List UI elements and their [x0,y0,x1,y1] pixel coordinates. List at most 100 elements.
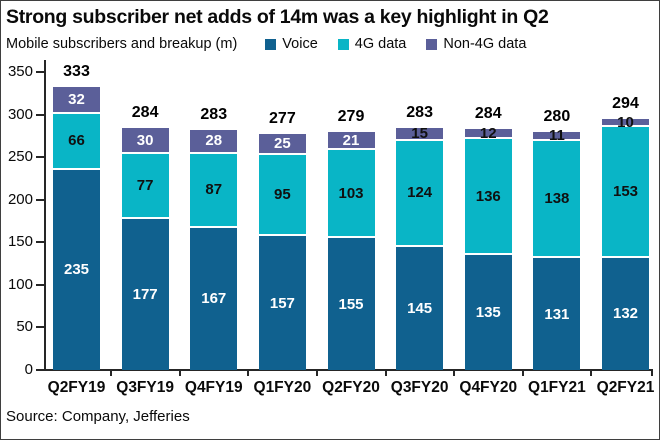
bar-column: 333 32 66 235 Q2FY19 [48,63,106,397]
y-tick-label: 250 [7,148,33,166]
bar-segment-4g-data: 124 [396,140,444,247]
y-tick [36,71,44,73]
bar-total-label: 280 [543,107,571,125]
bar-column: 279 21 103 155 Q2FY20 [322,72,380,396]
bar-total-label: 284 [474,105,502,123]
bar-segment-4g-data: 103 [327,150,375,239]
bar-segment-4g-data: 77 [121,153,169,220]
y-tick-label: 150 [7,233,33,251]
subtitle-legend-row: Mobile subscribers and breakup (m) Voice… [6,36,659,52]
bar-segment-4g-data: 66 [53,113,100,170]
bar-column: 284 30 77 177 Q3FY19 [116,72,174,396]
segment-value-label: 103 [338,184,364,202]
bar-segment-non-4g-data: 12 [464,124,512,142]
segment-value-label: 135 [475,304,501,322]
segment-value-label: 131 [544,305,570,323]
y-tick-label: 50 [16,318,33,336]
chart-subtitle: Mobile subscribers and breakup (m) [6,36,238,52]
bar-total-label: 284 [131,104,159,122]
bar-column: 284 12 136 135 Q4FY20 [459,72,517,396]
segment-value-label: 77 [136,177,154,195]
y-tick [36,113,44,116]
x-tick [247,370,249,376]
segment-value-label: 15 [411,125,428,143]
chart-title: Strong subscriber net adds of 14m was a … [6,6,549,28]
segment-value-label: 136 [475,187,501,205]
legend-item-non-4g-data: Non-4G data [426,36,526,52]
x-tick [590,370,592,376]
bar-segment-non-4g-data: 11 [533,128,581,143]
x-axis-label: Q2FY21 [596,379,655,396]
bar-segment-4g-data: 138 [533,140,581,259]
segment-value-label: 87 [205,181,223,199]
bar-segment-voice: 167 [190,227,238,370]
bar-column: 277 25 95 157 Q1FY20 [254,72,312,396]
segment-value-label: 10 [617,113,634,131]
bar-total-label: 279 [337,108,365,126]
legend: Voice 4G data Non-4G data [265,36,546,52]
bar-stack: 284 12 136 135 [464,105,512,370]
bar-segment-voice: 135 [464,255,512,370]
segment-value-label: 177 [132,286,158,304]
non-4g-data-swatch-icon [426,38,438,50]
bar-column: 283 15 124 145 Q3FY20 [391,72,449,396]
y-tick [36,283,44,286]
x-axis-line [44,369,653,371]
segment-value-label: 145 [407,299,433,317]
bar-column: 294 10 153 132 Q2FY21 [597,72,655,396]
bar-stack: 283 28 87 167 [190,106,238,370]
bar-segment-4g-data: 87 [190,153,238,228]
bar-stack: 279 21 103 155 [327,108,375,370]
segment-value-label: 132 [612,305,639,323]
bar-stack: 294 10 153 132 [602,95,649,370]
segment-value-label: 157 [269,294,295,312]
y-tick-label: 350 [7,63,33,80]
x-axis-label: Q1FY21 [528,379,586,396]
y-tick [36,369,44,371]
bar-total-label: 333 [63,62,90,80]
segment-value-label: 153 [612,182,639,200]
x-tick [521,370,524,376]
x-tick [384,370,387,376]
bar-segment-non-4g-data: 21 [327,131,375,151]
legend-label-voice: Voice [282,36,318,52]
bar-total-label: 294 [612,94,639,112]
x-axis-label: Q1FY20 [253,379,312,396]
bar-stack: 333 32 66 235 [53,63,100,370]
voice-swatch-icon [265,38,277,50]
bar-segment-voice: 157 [258,236,306,370]
bar-segment-voice: 131 [533,258,581,370]
x-tick [316,370,318,376]
bar-segment-non-4g-data: 25 [258,134,306,156]
bar-segment-non-4g-data: 15 [396,125,444,143]
segment-value-label: 138 [544,190,570,208]
segment-value-label: 25 [274,135,291,153]
bar-segment-4g-data: 153 [602,127,649,258]
legend-label-non-4g-data: Non-4G data [443,36,527,52]
segment-value-label: 167 [201,290,227,308]
x-axis-label: Q4FY20 [459,379,518,396]
y-tick [36,198,44,201]
4g-data-swatch-icon [337,38,349,50]
y-tick-label: 0 [24,361,33,378]
bar-segment-4g-data: 136 [464,139,512,256]
legend-item-4g-data: 4G data [337,36,406,52]
segment-value-label: 21 [342,131,360,149]
x-tick [110,370,112,376]
segment-value-label: 12 [479,124,497,142]
bar-total-label: 283 [406,104,433,122]
source-text: Source: Company, Jefferies [6,408,190,425]
x-tick [453,370,455,376]
bar-total-label: 283 [200,105,228,123]
x-axis-label: Q2FY19 [47,379,106,396]
x-tick [178,370,181,376]
y-axis-line [44,60,46,370]
bar-segment-4g-data: 95 [258,155,306,237]
chart-plot-wrapper: 0 50 100 150 200 250 300 350 333 32 66 235 Q2FY19 28… [8,60,655,397]
bar-total-label: 277 [269,110,296,128]
x-axis-label: Q2FY20 [322,379,380,396]
segment-value-label: 66 [68,132,85,150]
segment-value-label: 28 [205,132,223,150]
segment-value-label: 32 [68,90,85,108]
